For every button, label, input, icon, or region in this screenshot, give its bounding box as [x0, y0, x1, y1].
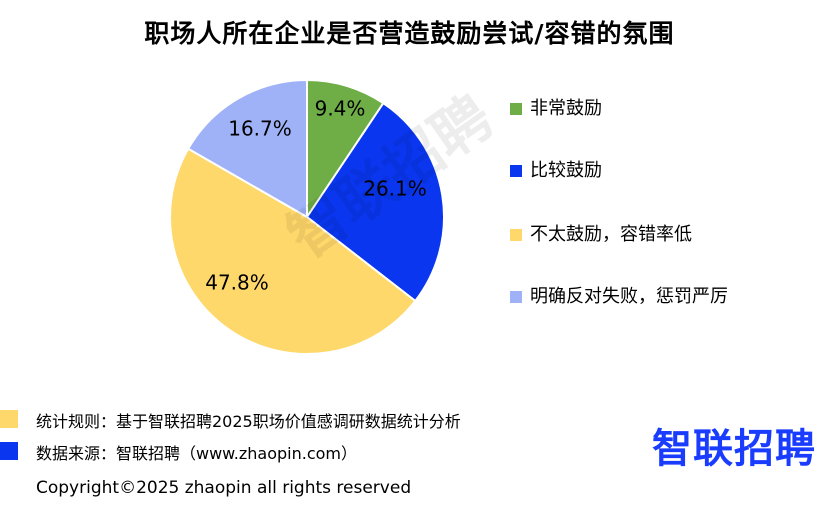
data-label: 9.4% — [315, 97, 366, 121]
data-label: 16.7% — [228, 117, 292, 141]
pie-slice — [306, 78, 385, 221]
legend-label: 比较鼓励 — [530, 160, 602, 181]
legend-label: 不太鼓励，容错率低 — [530, 224, 692, 245]
pie-slice — [169, 147, 417, 355]
data-label: 26.1% — [363, 177, 427, 201]
statistics-rule-note: 统计规则：基于智联招聘2025职场价值感调研数据统计分析 — [0, 408, 461, 432]
legend-swatch — [510, 229, 522, 241]
legend-swatch — [510, 165, 522, 177]
note-swatch-yellow — [0, 410, 18, 428]
chart-title: 职场人所在企业是否营造鼓励尝试/容错的氛围 — [144, 19, 675, 48]
note-swatch-blue — [0, 442, 18, 460]
data-label: 47.8% — [205, 271, 269, 295]
zhaopin-logo: 智联招聘 — [652, 426, 816, 472]
legend-label: 明确反对失败，惩罚严厉 — [530, 286, 728, 307]
legend-swatch — [510, 291, 522, 303]
legend-swatch — [510, 103, 522, 115]
pie-slice — [305, 101, 445, 303]
copyright-text: Copyright©2025 zhaopin all rights reserv… — [36, 478, 412, 498]
pie-slice — [186, 78, 308, 219]
data-source-note: 数据来源：智联招聘（www.zhaopin.com） — [0, 440, 358, 464]
data-source-text: 数据来源：智联招聘（www.zhaopin.com） — [36, 444, 358, 463]
legend-label: 非常鼓励 — [530, 98, 602, 119]
statistics-rule-text: 统计规则：基于智联招聘2025职场价值感调研数据统计分析 — [36, 412, 461, 431]
